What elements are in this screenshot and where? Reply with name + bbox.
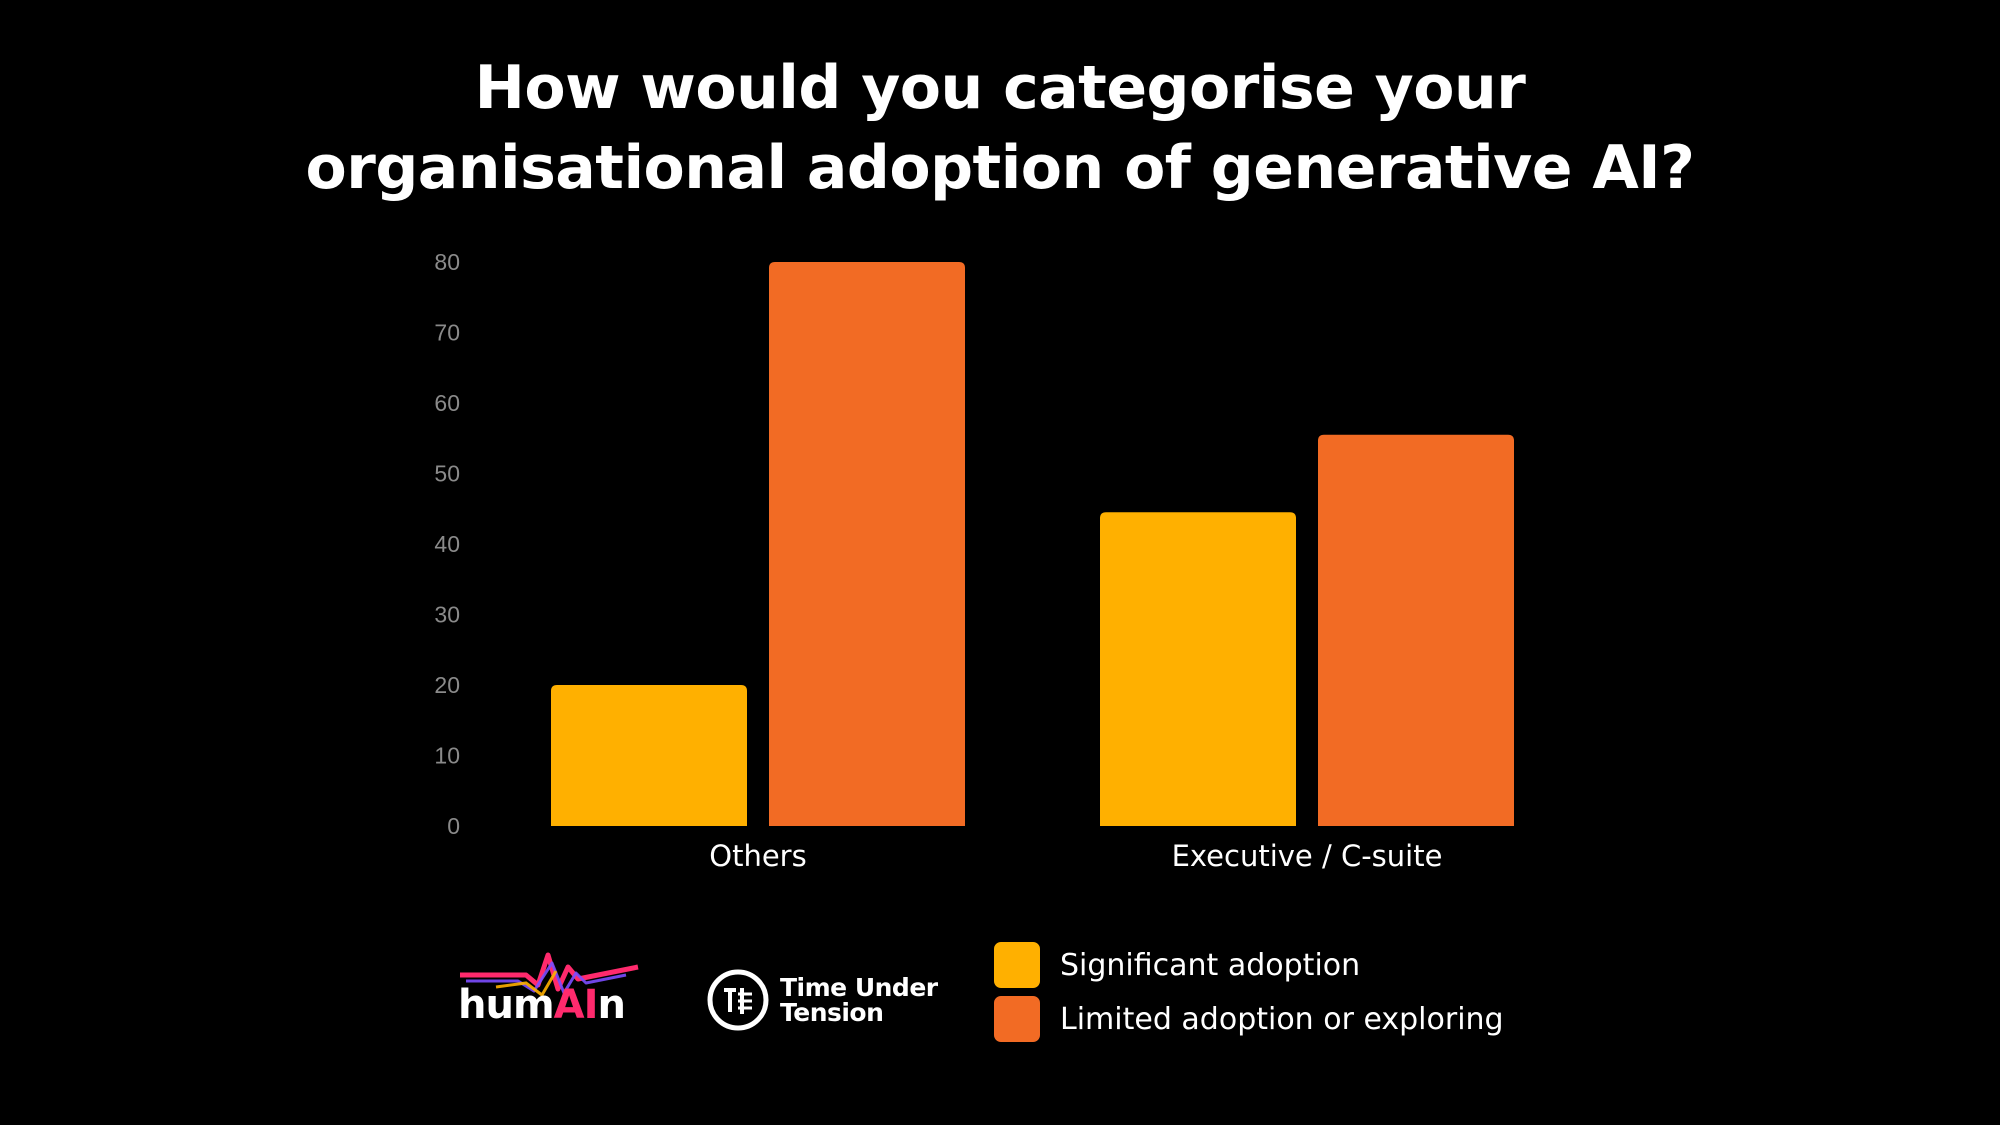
chart-legend: Significant adoption Limited adoption or… — [994, 938, 1504, 1046]
legend-item-limited: Limited adoption or exploring — [994, 992, 1504, 1046]
y-tick-label: 0 — [447, 813, 460, 839]
humain-logo: humAIn — [456, 945, 646, 1030]
y-tick-label: 10 — [434, 743, 460, 769]
x-tick-label: Executive / C-suite — [1172, 839, 1443, 873]
y-tick-label: 60 — [434, 390, 460, 416]
legend-swatch-significant — [994, 942, 1040, 988]
tut-line-1: Time Under — [780, 973, 938, 1002]
tut-line-2: Tension — [780, 998, 884, 1027]
tut-logo-icon — [707, 969, 769, 1031]
humain-prefix: hum — [458, 982, 555, 1028]
y-tick-label: 70 — [434, 320, 460, 346]
tut-wordmark: Time Under Tension — [780, 975, 938, 1025]
x-tick-label: Others — [709, 839, 806, 873]
bar — [769, 262, 965, 826]
legend-label-limited: Limited adoption or exploring — [1060, 1001, 1504, 1037]
heartbeat-wave-icon — [460, 952, 639, 998]
bar — [551, 685, 747, 826]
chart-title-line-2: organisational adoption of generative AI… — [305, 133, 1695, 203]
humain-suffix: n — [597, 982, 626, 1028]
y-tick-label: 50 — [434, 461, 460, 487]
bar — [1318, 434, 1514, 826]
time-under-tension-logo: Time Under Tension — [706, 965, 938, 1035]
y-tick-label: 30 — [434, 602, 460, 628]
legend-label-significant: Significant adoption — [1060, 947, 1361, 983]
y-tick-label: 80 — [434, 249, 460, 275]
bar — [1100, 512, 1296, 826]
humain-wordmark: humAIn — [458, 981, 626, 1029]
legend-swatch-limited — [994, 996, 1040, 1042]
y-tick-label: 40 — [434, 531, 460, 557]
legend-item-significant: Significant adoption — [994, 938, 1504, 992]
chart-title-line-1: How would you categorise your — [474, 53, 1526, 123]
chart-title: How would you categorise your organisati… — [0, 48, 2000, 208]
humain-highlight: AI — [553, 982, 599, 1028]
y-tick-label: 20 — [434, 672, 460, 698]
